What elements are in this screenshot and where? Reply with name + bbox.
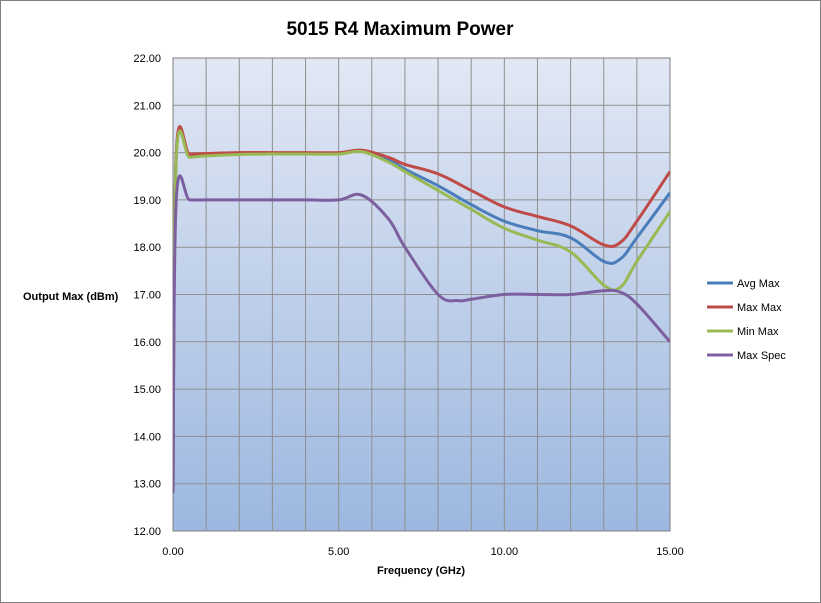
y-tick-label: 18.00 [133,242,161,254]
y-tick-label: 15.00 [133,384,161,396]
legend-label: Avg Max [737,278,780,290]
x-tick-label: 0.00 [162,546,183,558]
y-tick-label: 13.00 [133,479,161,491]
y-axis-title: Output Max (dBm) [23,291,119,303]
x-tick-label: 5.00 [328,546,349,558]
chart-title: 5015 R4 Maximum Power [286,19,514,40]
y-tick-label: 17.00 [133,290,161,302]
y-tick-label: 12.00 [133,526,161,538]
legend-label: Max Max [737,302,782,314]
y-tick-label: 21.00 [133,100,161,112]
x-axis-title: Frequency (GHz) [377,565,465,577]
series-line-max-max [173,125,670,484]
legend-label: Min Max [737,326,779,338]
series-lines [173,125,670,494]
legend-label: Max Spec [737,350,786,362]
legend: Avg Max Max Max Min Max Max Spec [707,278,786,362]
x-axis-ticks: 0.00 5.00 10.00 15.00 [162,546,683,558]
y-tick-label: 20.00 [133,148,161,160]
series-line-max-spec [173,174,670,494]
y-tick-label: 19.00 [133,195,161,207]
y-tick-label: 22.00 [133,53,161,65]
y-tick-label: 14.00 [133,431,161,443]
x-tick-label: 15.00 [656,546,684,558]
y-tick-label: 16.00 [133,337,161,349]
series-line-min-max [173,129,670,489]
x-tick-label: 10.00 [491,546,519,558]
y-axis-ticks: 12.00 13.00 14.00 15.00 16.00 17.00 18.00 19.00… [133,53,161,538]
